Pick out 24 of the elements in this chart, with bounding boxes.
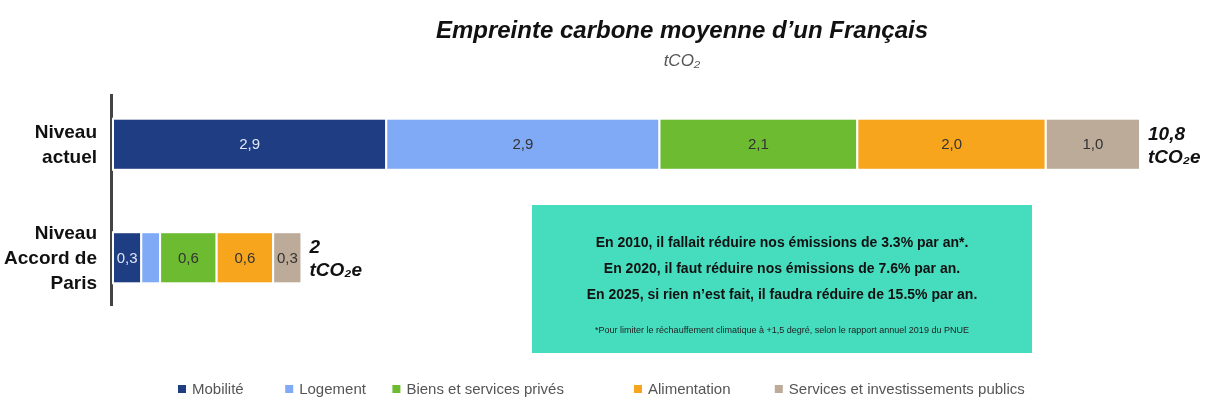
text: *Pour limiter le réchauffement climatique à +1,5 degré, selon le rapport annuel 2019 du PNUE <box>595 325 969 335</box>
chart-title: Empreinte carbone moyenne d’un Français <box>435 16 929 43</box>
y-tick-label: Niveau actuel <box>34 121 97 168</box>
data-label: 2,0 <box>941 135 962 153</box>
data-label: 0,3 <box>276 249 298 267</box>
y-tick-label: Niveau Accord de Paris <box>4 222 97 294</box>
legend-label: Biens et services privés <box>406 380 564 397</box>
data-label: 1,0 <box>1082 135 1104 153</box>
chart-subtitle: tCO₂ <box>663 51 701 70</box>
legend-label: Mobilité <box>192 380 244 397</box>
data-label: 0,6 <box>177 249 199 267</box>
data-label: 2,1 <box>747 135 769 153</box>
total-label: 2 tCO₂e <box>308 236 363 281</box>
legend-label: Alimentation <box>648 380 731 397</box>
data-label: 0,6 <box>234 249 256 267</box>
legend-label: Services et investissements publics <box>788 380 1025 397</box>
data-label: 0,3 <box>116 249 138 267</box>
data-label: 2,9 <box>239 135 261 153</box>
annotation: En 2010, il fallait réduire nos émissions de 3.3% par an*. <box>595 234 969 250</box>
total-label: 10,8 tCO₂e <box>1148 122 1202 167</box>
legend-label: Logement <box>299 380 367 397</box>
annotation: En 2025, si rien n’est fait, il faudra réduire de 15.5% par an. <box>586 286 978 302</box>
data-label: 2,9 <box>512 135 534 153</box>
annotation: En 2020, il faut réduire nos émissions de 7.6% par an. <box>603 260 961 276</box>
